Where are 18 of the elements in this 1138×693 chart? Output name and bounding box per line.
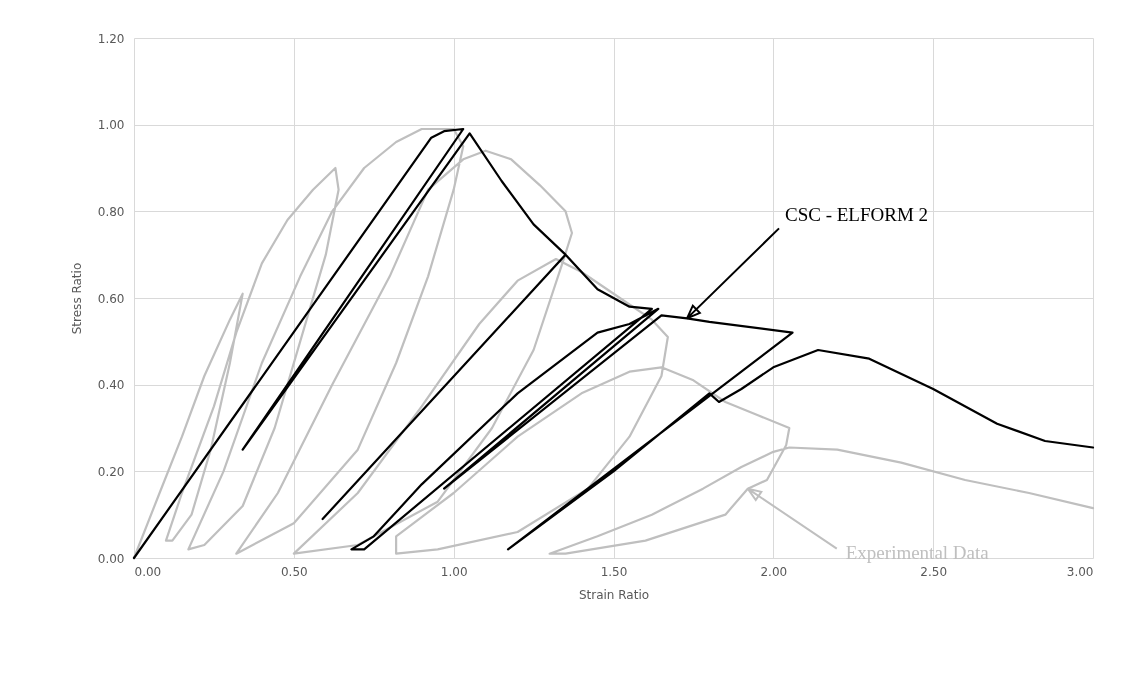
x-tick-label: 0.50 <box>280 564 308 579</box>
y-tick-label: 0.20 <box>97 464 125 479</box>
y-tick-label: 0.00 <box>97 551 125 566</box>
x-tick-label: 1.50 <box>600 564 628 579</box>
x-tick-label: 3.00 <box>1066 564 1094 579</box>
y-tick-label: 1.00 <box>97 118 125 133</box>
annotation: Experimental Data <box>845 541 990 563</box>
x-tick-label: 2.50 <box>920 564 948 579</box>
y-tick-label: 1.20 <box>97 31 125 46</box>
annotation: CSC - ELFORM 2 <box>785 204 929 226</box>
y-tick-label: 0.40 <box>97 378 125 393</box>
y-axis-title: Stress Ratio <box>69 262 84 335</box>
x-tick-label: 0.00 <box>134 564 162 579</box>
y-tick-label: 0.80 <box>97 204 125 219</box>
x-tick-label: 1.00 <box>440 564 468 579</box>
y-tick-label: 0.60 <box>97 291 125 306</box>
x-axis-title: Strain Ratio <box>578 587 650 602</box>
x-tick-label: 2.00 <box>760 564 788 579</box>
